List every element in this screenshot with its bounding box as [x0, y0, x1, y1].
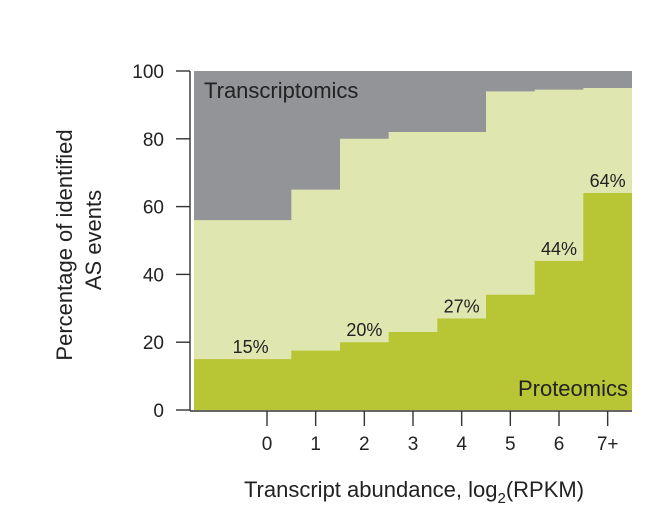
x-tick-label: 0 [262, 434, 273, 455]
data-label: 64% [590, 171, 626, 191]
series-area-proteomics [194, 193, 632, 410]
data-label: 15% [233, 337, 269, 357]
y-tick-label: 60 [143, 198, 164, 219]
x-tick-label: 7+ [597, 434, 619, 455]
axes: 0 20 40 60 80 100 0 1 2 3 4 5 6 7+ Transcript abundanc… [52, 62, 632, 507]
region-label-proteomics: Proteomics [518, 376, 628, 401]
x-tick-label: 2 [359, 434, 370, 455]
y-tick-label: 100 [132, 62, 164, 83]
x-tick-label: 4 [456, 434, 467, 455]
y-tick-label: 0 [153, 401, 164, 422]
x-tick-label: 1 [310, 434, 321, 455]
y-tick-label: 80 [143, 130, 164, 151]
y-axis-title: Percentage of identified AS events [52, 129, 106, 360]
y-tick-label: 20 [143, 333, 164, 354]
x-axis-title-main: Transcript abundance, log [244, 477, 498, 502]
region-label-transcriptomics: Transcriptomics [204, 78, 358, 103]
labels: 15% 20% 27% 44% 64% Transcriptomics Proteomics [204, 78, 628, 401]
y-axis-title-line2: AS events [81, 190, 106, 290]
y-axis-title-line1: Percentage of identified [52, 129, 77, 360]
data-label: 27% [444, 296, 480, 316]
x-tick-label: 3 [408, 434, 419, 455]
x-tick-label: 5 [505, 434, 516, 455]
data-label: 20% [346, 320, 382, 340]
plot-area [194, 71, 632, 410]
x-axis-title-subscript: 2 [498, 490, 506, 507]
data-label: 44% [541, 239, 577, 259]
y-tick-label: 40 [143, 265, 164, 286]
x-tick-label: 6 [554, 434, 565, 455]
x-axis-title: Transcript abundance, log2(RPKM) [244, 477, 584, 507]
x-axis-title-suffix: (RPKM) [506, 477, 584, 502]
